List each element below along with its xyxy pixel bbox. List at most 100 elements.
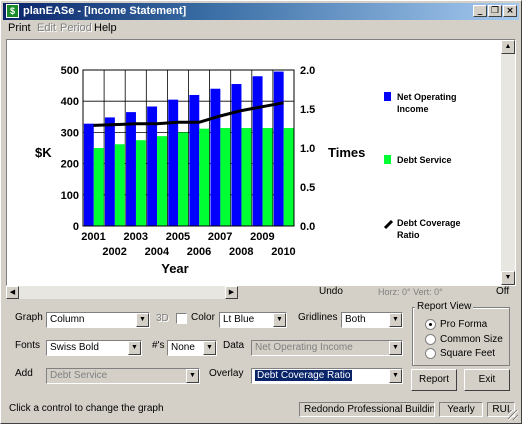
status-period: Yearly xyxy=(439,402,483,417)
data-select[interactable]: Net Operating Income ▼ xyxy=(251,340,403,356)
chevron-down-icon[interactable]: ▼ xyxy=(128,341,141,355)
rotation-readout: Horz: 0° Vert: 0° xyxy=(378,287,443,297)
chevron-down-icon[interactable]: ▼ xyxy=(203,341,216,355)
scroll-left-button[interactable]: ◀ xyxy=(6,286,19,299)
bar-net-operating-income xyxy=(104,117,115,226)
x-tick-label: 2002 xyxy=(102,246,126,258)
horizontal-scrollbar[interactable]: ◀ ▶ xyxy=(6,286,238,299)
report-view-title: Report View xyxy=(415,301,474,312)
legend-swatch xyxy=(384,92,391,101)
off-label: Off xyxy=(496,286,510,297)
data-value: Net Operating Income xyxy=(255,342,353,353)
add-value: Debt Service xyxy=(50,370,108,381)
bar-debt-service xyxy=(135,140,146,226)
x-tick-label: 2005 xyxy=(166,231,190,243)
fonts-label: Fonts xyxy=(15,340,41,351)
legend-label: Debt Service xyxy=(397,155,452,165)
chevron-down-icon[interactable]: ▼ xyxy=(389,369,402,383)
pro-forma-radio[interactable] xyxy=(425,319,436,330)
y-axis-left-label: $K xyxy=(35,145,52,160)
common-size-label[interactable]: Common Size xyxy=(440,334,503,345)
bar-debt-service xyxy=(114,144,125,226)
color-checkbox[interactable] xyxy=(176,313,187,324)
bar-net-operating-income xyxy=(126,112,136,226)
minimize-button[interactable]: _ xyxy=(473,5,487,17)
legend-label: Ratio xyxy=(397,230,420,240)
bar-debt-service xyxy=(199,128,210,226)
scroll-right-button[interactable]: ▶ xyxy=(225,286,238,299)
x-tick-label: 2009 xyxy=(250,231,274,243)
gridlines-value: Both xyxy=(345,314,366,325)
chevron-down-icon[interactable]: ▼ xyxy=(186,369,199,383)
menu-edit[interactable]: Edit xyxy=(37,22,56,34)
y-tick-right: 0.5 xyxy=(300,182,315,194)
legend-label: Net Operating xyxy=(397,92,457,102)
color-label: Color xyxy=(191,312,215,323)
status-property: Redondo Professional Building xyxy=(299,402,435,417)
chevron-down-icon[interactable]: ▼ xyxy=(389,313,402,327)
common-size-radio[interactable] xyxy=(425,334,436,345)
add-select[interactable]: Debt Service ▼ xyxy=(46,368,200,384)
undo-label[interactable]: Undo xyxy=(319,286,343,297)
square-feet-label[interactable]: Square Feet xyxy=(440,348,496,359)
graph-type-select[interactable]: Column ▼ xyxy=(46,312,150,328)
square-feet-radio[interactable] xyxy=(425,348,436,359)
chart: 500 400 300 200 100 0 2.0 1.5 1.0 0.5 0.0 2001 200… xyxy=(35,65,461,276)
gridlines-select[interactable]: Both ▼ xyxy=(341,312,403,328)
menu-help[interactable]: Help xyxy=(94,22,117,34)
fonts-select[interactable]: Swiss Bold ▼ xyxy=(46,340,142,356)
overlay-value: Debt Coverage Ratio xyxy=(255,370,353,381)
y-tick-left: 400 xyxy=(61,96,79,108)
graph-label: Graph xyxy=(15,312,43,323)
y-tick-left: 0 xyxy=(73,221,79,233)
status-bar: Click a control to change the graph Redo… xyxy=(3,399,519,421)
x-tick-label: 2004 xyxy=(145,246,170,258)
app-icon[interactable]: $ xyxy=(6,4,19,18)
chevron-down-icon[interactable]: ▼ xyxy=(136,313,149,327)
legend-swatch-line xyxy=(383,219,394,230)
menu-print[interactable]: Print xyxy=(8,22,31,34)
title-bar[interactable]: $ planEASe - [Income Statement] _ ❐ × xyxy=(3,3,519,20)
x-tick-label: 2007 xyxy=(208,231,232,243)
bar-net-operating-income xyxy=(147,106,158,226)
x-tick-label: 2006 xyxy=(187,246,211,258)
legend-label: Debt Coverage xyxy=(397,218,461,228)
numbers-select[interactable]: None ▼ xyxy=(167,340,217,356)
window-title: planEASe - [Income Statement] xyxy=(23,5,187,17)
x-tick-label: 2001 xyxy=(81,231,105,243)
bar-net-operating-income xyxy=(273,71,284,226)
restore-button[interactable]: ❐ xyxy=(488,5,502,17)
x-tick-label: 2003 xyxy=(124,231,148,243)
numbers-label: #'s xyxy=(152,340,165,351)
y-tick-right: 0.0 xyxy=(300,221,315,233)
chart-control-row: ◀ ▶ Undo Horz: 0° Vert: 0° Off xyxy=(6,286,516,299)
chevron-down-icon[interactable]: ▼ xyxy=(389,341,402,355)
y-tick-left: 200 xyxy=(61,159,79,171)
fonts-value: Swiss Bold xyxy=(50,342,99,353)
report-button[interactable]: Report xyxy=(411,369,457,391)
pro-forma-label[interactable]: Pro Forma xyxy=(440,319,488,330)
bar-net-operating-income xyxy=(189,94,200,227)
plot-frame xyxy=(82,69,295,227)
scroll-down-button[interactable]: ▼ xyxy=(501,271,515,285)
color-select[interactable]: Lt Blue ▼ xyxy=(219,312,287,328)
bar-debt-service xyxy=(283,128,294,226)
exit-button[interactable]: Exit xyxy=(464,369,510,391)
x-axis-label: Year xyxy=(161,261,188,276)
data-label: Data xyxy=(223,340,245,351)
y-axis-right-label: Times xyxy=(328,145,365,160)
close-button[interactable]: × xyxy=(503,5,517,17)
scroll-up-button[interactable]: ▲ xyxy=(501,40,515,54)
x-tick-label: 2008 xyxy=(229,246,253,258)
vertical-scrollbar[interactable]: ▲ ▼ xyxy=(501,40,515,285)
menu-bar: Print Edit Period Help xyxy=(3,21,519,37)
bar-net-operating-income xyxy=(168,99,179,226)
bar-net-operating-income xyxy=(83,123,94,226)
resize-grip[interactable] xyxy=(508,410,518,420)
chevron-down-icon[interactable]: ▼ xyxy=(273,313,286,327)
y-tick-right: 1.0 xyxy=(300,143,315,155)
overlay-select[interactable]: Debt Coverage Ratio ▼ xyxy=(251,368,403,384)
menu-period[interactable]: Period xyxy=(60,22,92,34)
status-units: RUI xyxy=(487,402,515,417)
